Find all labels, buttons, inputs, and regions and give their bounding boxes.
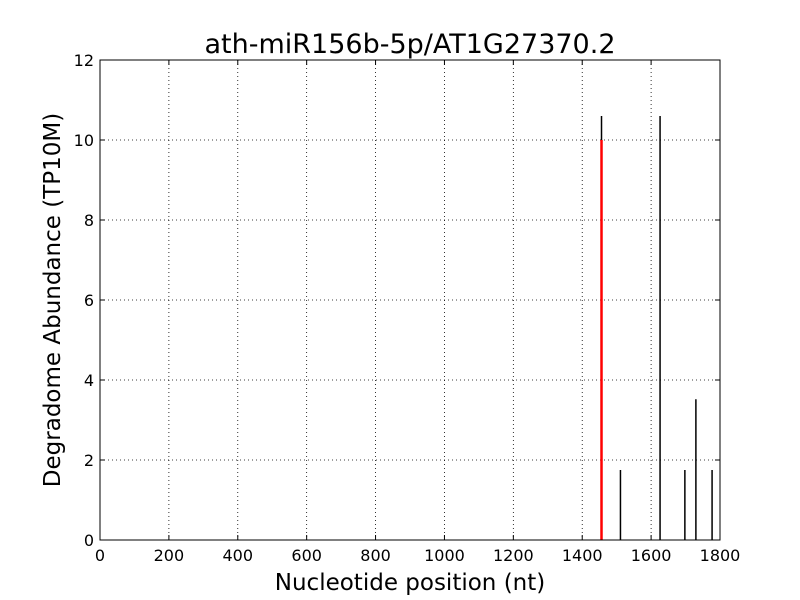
y-tick-label: 0 [84,531,94,550]
grid-layer [100,60,720,540]
x-tick-label: 400 [223,546,254,565]
y-tick-label: 10 [74,131,94,150]
x-tick-label: 1000 [424,546,465,565]
y-axis-label: Degradome Abundance (TP10M) [40,113,66,487]
x-tick-label: 0 [95,546,105,565]
x-tick-label: 600 [291,546,322,565]
y-tick-label: 8 [84,211,94,230]
y-tick-label: 6 [84,291,94,310]
chart-title: ath-miR156b-5p/AT1G27370.2 [205,29,616,60]
x-tick-label: 1400 [562,546,603,565]
x-tick-label: 1200 [493,546,534,565]
x-axis-label: Nucleotide position (nt) [275,570,545,596]
y-tick-label: 2 [84,451,94,470]
y-tick-label: 12 [74,51,94,70]
bars-layer [600,116,713,540]
x-tick-label: 1800 [700,546,741,565]
x-tick-label: 800 [360,546,391,565]
y-tick-label: 4 [84,371,94,390]
x-tick-label: 1600 [631,546,672,565]
ticks-layer: 0 200 400 600 800 1000 1200 1400 1600 1800 0 2 4 6 8 10… [74,51,741,565]
x-tick-label: 200 [154,546,185,565]
